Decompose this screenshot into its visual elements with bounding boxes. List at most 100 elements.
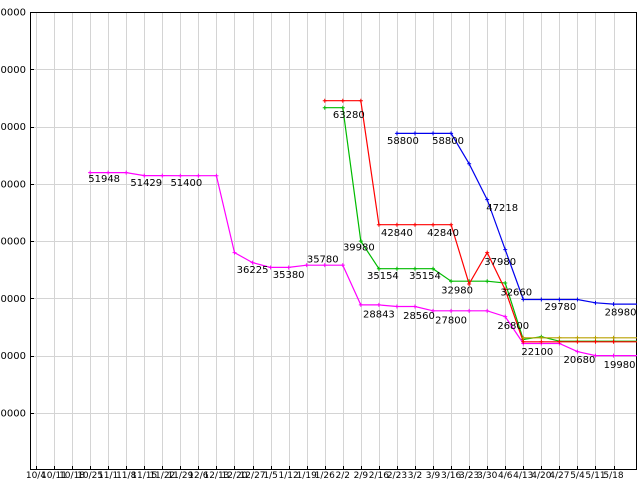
data-point-marker — [503, 287, 508, 292]
data-point-marker — [503, 314, 508, 319]
x-tick-label: 5/18 — [603, 471, 623, 480]
data-point-marker — [88, 170, 93, 175]
y-tick-label: 20000 — [0, 351, 26, 362]
x-tick-label: 11/1 — [98, 471, 118, 480]
value-label: 22100 — [521, 347, 553, 358]
x-tick-label: 1/12 — [279, 471, 299, 480]
data-point-marker — [394, 304, 399, 309]
data-point-marker — [142, 173, 147, 178]
y-tick-label: 10000 — [0, 408, 26, 419]
data-point-marker — [485, 250, 490, 255]
data-point-marker — [322, 105, 327, 110]
data-point-marker — [412, 222, 417, 227]
value-label: 51400 — [170, 178, 202, 189]
data-point-marker — [376, 266, 381, 271]
series-blue — [394, 131, 637, 307]
data-point-marker — [539, 297, 544, 302]
data-point-marker — [593, 300, 598, 305]
x-tick-label: 12/6 — [188, 471, 208, 480]
x-tick-label: 2/2 — [336, 471, 350, 480]
data-point-marker — [575, 349, 580, 354]
series-blue-line — [396, 132, 637, 305]
value-label: 29780 — [544, 302, 576, 313]
x-tick-label: 3/2 — [408, 471, 422, 480]
y-tick-label: 40000 — [0, 237, 26, 248]
y-axis-labels: 10000 20000 30000 40000 50000 60000 70000 80000 — [0, 8, 26, 420]
x-tick-label: 4/6 — [498, 471, 513, 480]
data-point-marker — [106, 170, 111, 175]
value-label: 63280 — [333, 110, 365, 121]
value-label: 27800 — [435, 315, 467, 326]
x-tick-label: 11/22 — [149, 471, 175, 480]
x-tick-label: 3/30 — [477, 471, 497, 480]
data-point-marker — [449, 222, 454, 227]
x-tick-label: 2/16 — [369, 471, 389, 480]
data-point-marker — [521, 297, 526, 302]
data-point-marker — [539, 339, 544, 344]
series-red — [322, 98, 637, 344]
value-label: 36225 — [237, 265, 269, 276]
data-point-marker — [394, 131, 399, 136]
data-point-marker — [557, 335, 562, 340]
grid-lines — [30, 12, 637, 470]
data-point-marker — [593, 353, 598, 358]
x-tick-label: 10/25 — [77, 471, 103, 480]
data-point-marker — [449, 131, 454, 136]
x-tick-label: 5/11 — [585, 471, 605, 480]
x-tick-label: 10/4 — [26, 471, 46, 480]
data-point-marker — [467, 281, 472, 286]
data-point-marker — [485, 197, 490, 202]
data-point-marker — [575, 335, 580, 340]
data-point-marker — [322, 263, 327, 268]
data-point-marker — [322, 98, 327, 103]
data-point-marker — [431, 131, 436, 136]
data-point-marker — [485, 279, 490, 284]
data-point-marker — [412, 131, 417, 136]
y-tick-label: 50000 — [0, 179, 26, 190]
value-label: 20680 — [564, 355, 596, 366]
data-point-marker — [286, 265, 291, 270]
value-label: 35380 — [273, 270, 305, 281]
data-point-marker — [196, 173, 201, 178]
data-point-marker — [358, 98, 363, 103]
x-tick-label: 11/15 — [131, 471, 157, 480]
value-label: 51948 — [88, 174, 120, 185]
data-point-marker — [449, 308, 454, 313]
data-point-marker — [304, 263, 309, 268]
data-point-marker — [340, 263, 345, 268]
data-point-marker — [412, 266, 417, 271]
data-point-marker — [431, 308, 436, 313]
data-point-marker — [611, 335, 616, 340]
x-tick-label: 1/26 — [315, 471, 335, 480]
value-label: 35780 — [307, 255, 339, 266]
data-point-marker — [358, 239, 363, 244]
value-label: 35154 — [367, 271, 399, 282]
data-point-marker — [431, 222, 436, 227]
data-point-marker — [340, 105, 345, 110]
series-red-line — [324, 100, 637, 343]
data-point-marker — [521, 339, 526, 344]
value-label: 28980 — [605, 308, 637, 319]
value-label: 39980 — [343, 243, 375, 254]
data-point-marker — [611, 339, 616, 344]
data-point-marker — [358, 302, 363, 307]
x-tick-label: 1/19 — [297, 471, 317, 480]
x-tick-label: 2/23 — [387, 471, 407, 480]
data-point-marker — [340, 98, 345, 103]
data-point-marker — [160, 173, 165, 178]
data-point-marker — [431, 266, 436, 271]
x-tick-label: 12/13 — [203, 471, 229, 480]
x-tick-label: 11/8 — [116, 471, 136, 480]
value-label: 58800 — [387, 136, 419, 147]
data-point-marker — [557, 339, 562, 344]
data-point-marker — [394, 222, 399, 227]
data-point-marker — [376, 222, 381, 227]
x-tick-label: 5/4 — [570, 471, 585, 480]
x-tick-label: 12/20 — [222, 471, 248, 480]
data-point-marker — [593, 339, 598, 344]
y-tick-label: 30000 — [0, 294, 26, 305]
y-tick-label: 70000 — [0, 65, 26, 76]
